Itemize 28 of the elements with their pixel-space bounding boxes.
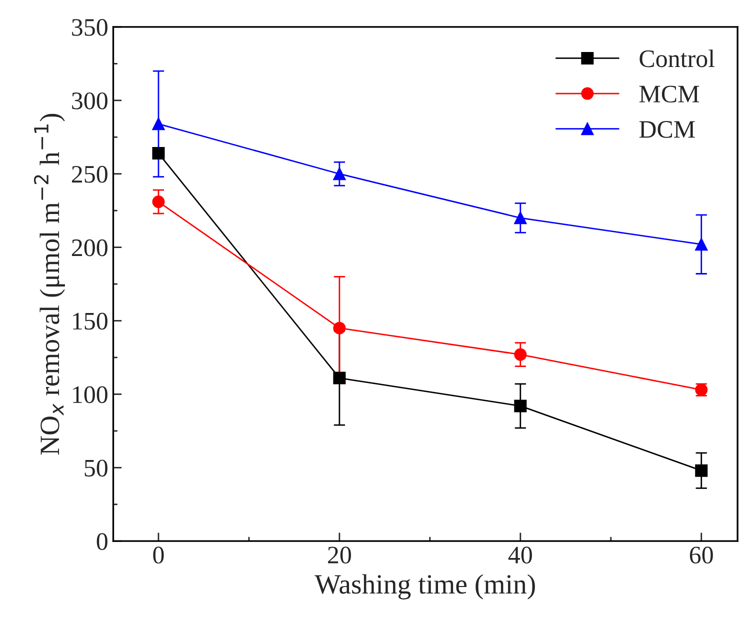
- x-tick-label: 20: [328, 546, 351, 564]
- point: [333, 372, 346, 384]
- point: [514, 400, 527, 412]
- legend-label: Control: [640, 50, 715, 68]
- point: [514, 212, 527, 224]
- point: [695, 238, 708, 251]
- point: [333, 168, 346, 180]
- y-tick-label: 0: [96, 533, 108, 550]
- y-tick-label: 100: [73, 386, 108, 404]
- point: [152, 147, 165, 160]
- x-axis-title: Washing time (min): [314, 574, 535, 600]
- point: [152, 118, 165, 130]
- x-tick-label: 60: [690, 546, 713, 564]
- legend-label: DCM: [639, 121, 695, 138]
- point: [514, 348, 527, 361]
- y-tick-label: 350: [72, 19, 108, 36]
- point: [333, 322, 346, 334]
- x-tick-label: 40: [508, 546, 532, 564]
- y-axis-title: NO$_{x}$ removal (μmol m$^{−2}$ h$^{−1}$): [34, 114, 65, 455]
- legend-label: MCM: [639, 86, 700, 103]
- point: [695, 464, 708, 477]
- y-tick-label: 150: [73, 312, 108, 330]
- y-tick-label: 250: [72, 166, 108, 183]
- y-tick-label: 200: [72, 239, 108, 256]
- x-tick-label: 0: [153, 546, 164, 564]
- y-tick-label: 300: [72, 92, 108, 110]
- point: [152, 196, 165, 208]
- y-tick-label: 50: [84, 460, 108, 477]
